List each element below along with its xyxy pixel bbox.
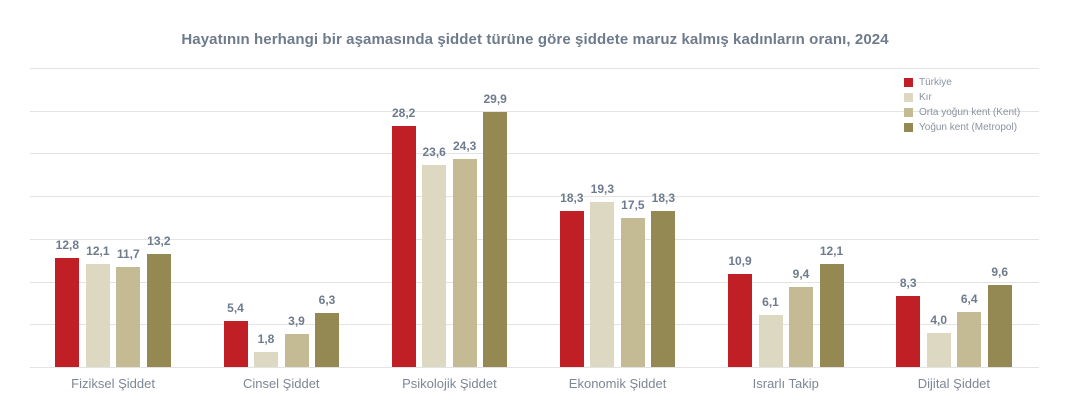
chart-title: Hayatının herhangi bir aşamasında şiddet… (181, 31, 889, 48)
bar (391, 126, 416, 367)
data-label: 12,1 (86, 243, 110, 258)
data-label: 6,4 (960, 292, 978, 307)
legend-label: Orta yoğun kent (Kent) (919, 107, 1021, 118)
bar (590, 202, 615, 367)
bar (728, 273, 752, 367)
bar (55, 257, 80, 367)
bar (957, 312, 982, 367)
bar (651, 210, 676, 367)
x-axis-tick-label: Ekonomik Şiddet (568, 376, 667, 391)
legend: Türkiye Kır Orta yoğun kent (Kent) Yoğun ke… (904, 75, 1020, 135)
data-label: 9,6 (991, 264, 1008, 279)
baseline (30, 367, 1039, 368)
data-label: 6,1 (762, 294, 779, 309)
x-axis-tick-label: Israrlı Takip (752, 376, 819, 391)
legend-swatch-icon (904, 108, 913, 117)
legend-swatch-icon (904, 123, 913, 132)
bar (758, 314, 783, 367)
legend-label: Kır (919, 92, 932, 103)
x-axis-tick-label: Fiziksel Şiddet (71, 376, 155, 391)
bar (896, 296, 921, 367)
bar (116, 267, 141, 367)
gridline (30, 153, 1039, 154)
gridline (30, 111, 1039, 112)
plot-area: 12,8 12,1 11,7 13,2 Fiziksel Şiddet 5,4 1,8 3,9… (30, 0, 1039, 401)
gridline (30, 239, 1039, 240)
bar (789, 286, 813, 367)
bar (85, 263, 110, 367)
data-label: 17,5 (621, 197, 645, 212)
data-label: 28,2 (391, 106, 416, 121)
legend-swatch-icon (904, 93, 913, 102)
legend-label: Türkiye (919, 77, 952, 88)
data-label: 1,8 (257, 331, 275, 346)
data-label: 18,3 (560, 190, 584, 205)
data-label: 3,9 (288, 313, 305, 328)
gridline (30, 196, 1039, 197)
bar (452, 159, 477, 367)
legend-item: Kır (904, 90, 1020, 105)
gridline (30, 282, 1039, 283)
data-label: 4,0 (930, 312, 947, 327)
legend-item: Türkiye (904, 75, 1020, 90)
bar (559, 210, 584, 367)
legend-item: Yoğun kent (Metropol) (904, 120, 1020, 135)
data-label: 5,4 (227, 300, 244, 315)
bar (422, 165, 447, 367)
gridline (30, 68, 1039, 69)
legend-swatch-icon (904, 78, 913, 87)
bar (254, 351, 278, 367)
data-label: 6,3 (318, 293, 336, 308)
data-label: 10,9 (728, 253, 752, 268)
bar (315, 313, 339, 367)
data-label: 11,7 (116, 247, 140, 262)
data-label: 9,4 (792, 266, 810, 281)
gridline (30, 324, 1039, 325)
data-label: 19,3 (590, 182, 614, 197)
data-label: 12,1 (819, 243, 844, 258)
data-label: 23,6 (422, 145, 446, 160)
bar (146, 254, 171, 367)
bar (926, 332, 951, 367)
data-label: 8,3 (899, 276, 917, 291)
bar (223, 320, 248, 367)
legend-label: Yoğun kent (Metropol) (919, 122, 1018, 133)
x-axis-tick-label: Cinsel Şiddet (242, 376, 320, 391)
data-label: 12,8 (55, 237, 79, 252)
bar (620, 217, 645, 367)
data-label: 29,9 (483, 91, 507, 106)
data-label: 13,2 (147, 234, 171, 249)
bar (483, 111, 508, 367)
x-axis-tick-label: Psikolojik Şiddet (402, 376, 497, 391)
data-label: 18,3 (651, 190, 675, 205)
x-axis-tick-label: Dijital Şiddet (917, 376, 991, 391)
bar (284, 333, 309, 367)
data-label: 24,3 (452, 139, 477, 154)
legend-item: Orta yoğun kent (Kent) (904, 105, 1020, 120)
bar (987, 284, 1012, 367)
bar (819, 263, 844, 367)
